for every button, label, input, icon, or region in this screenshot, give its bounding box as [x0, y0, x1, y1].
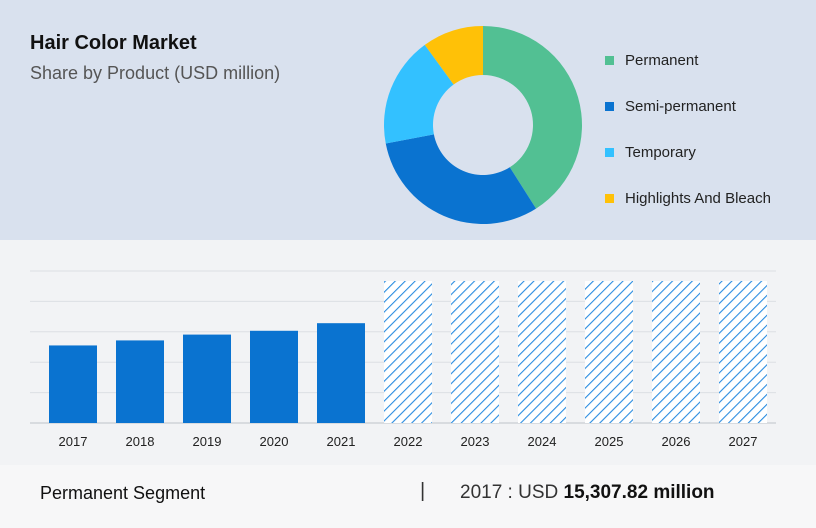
legend-item-highlights-and-bleach: Highlights And Bleach: [605, 188, 771, 208]
legend-label: Permanent: [625, 51, 699, 69]
chart-subtitle: Share by Product (USD million): [30, 63, 281, 83]
x-tick-label: 2022: [394, 434, 423, 449]
footer-summary: Permanent Segment | 2017 : USD 15,307.82…: [0, 465, 816, 528]
chart-title: Hair Color Market: [30, 32, 197, 54]
donut-chart: [384, 26, 582, 224]
bar-2018: [116, 340, 164, 423]
legend-label: Temporary: [625, 143, 696, 161]
legend-item-temporary: Temporary: [605, 142, 696, 162]
legend-item-permanent: Permanent: [605, 50, 698, 70]
footer-divider: |: [420, 480, 426, 502]
bar-chart: 2017 2018 2019 2020 2021 2022 2023 2024 2025 2026…: [30, 270, 776, 449]
footer-value: 2017 : USD 15,307.82 million: [460, 482, 715, 504]
forecast-bar-2027: [719, 281, 767, 423]
forecast-bar-2024: [518, 281, 566, 423]
bar-2020: [250, 330, 298, 423]
footer-value-prefix: 2017 : USD: [460, 482, 559, 503]
donut-slice-permanent: [483, 26, 582, 209]
summary-panel: Hair Color Market Share by Product (USD …: [0, 0, 816, 240]
bar-2019: [183, 334, 231, 423]
bar-2021: [317, 323, 365, 423]
legend-swatch: [605, 193, 614, 203]
footer-value-number: 15,307.82 million: [563, 482, 715, 503]
forecast-bar-2022: [384, 281, 432, 423]
forecast-bar-2026: [652, 281, 700, 423]
legend-label: Semi-permanent: [625, 97, 736, 115]
x-tick-label: 2021: [327, 434, 356, 449]
x-tick-label: 2019: [193, 434, 222, 449]
x-tick-label: 2020: [260, 434, 289, 449]
x-tick-label: 2017: [59, 434, 88, 449]
x-tick-label: 2027: [729, 434, 758, 449]
legend-swatch: [605, 55, 614, 65]
legend-swatch: [605, 101, 614, 111]
legend-swatch: [605, 147, 614, 157]
segment-label: Permanent Segment: [40, 483, 206, 503]
legend-label: Highlights And Bleach: [625, 189, 771, 207]
donut-slice-highlights-and-bleach: [424, 26, 483, 85]
legend-item-semi-permanent: Semi-permanent: [605, 96, 736, 116]
x-tick-label: 2024: [528, 434, 557, 449]
x-tick-label: 2018: [126, 434, 155, 449]
x-tick-label: 2026: [662, 434, 691, 449]
donut-slice-semi-permanent: [385, 134, 537, 224]
forecast-bar-2025: [585, 281, 633, 423]
x-tick-label: 2025: [595, 434, 624, 449]
bar-2017: [49, 345, 97, 423]
donut-slice-temporary: [384, 44, 454, 144]
x-tick-label: 2023: [461, 434, 490, 449]
forecast-bar-2023: [451, 281, 499, 423]
